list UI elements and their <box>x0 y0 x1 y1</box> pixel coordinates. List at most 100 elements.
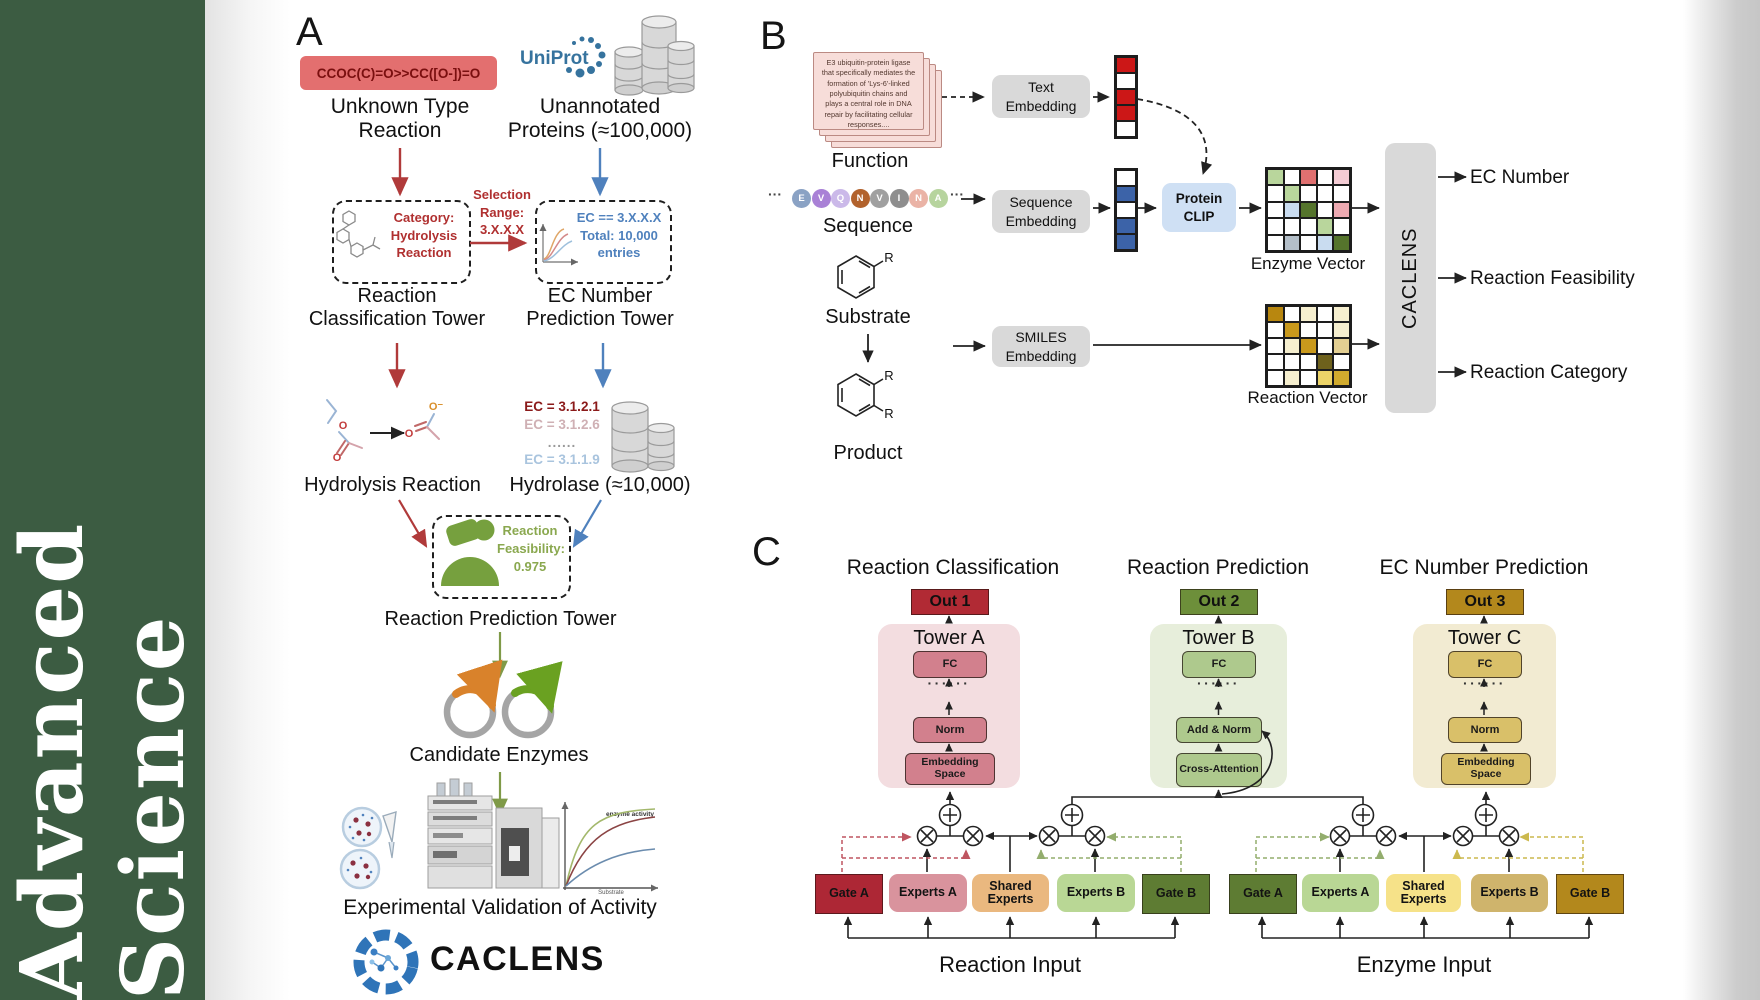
moe-right-gate-b: Gate B <box>1556 874 1624 914</box>
matrix-cell <box>1316 218 1334 235</box>
matrix-cell <box>1333 370 1350 386</box>
matrix-cell <box>1300 169 1317 186</box>
matrix-cell <box>1267 218 1284 235</box>
ec-total-label: EC == 3.X.X.X Total: 10,000 entries <box>576 210 662 261</box>
matrix-cell <box>1333 354 1350 370</box>
mixer-nodes <box>916 803 1520 847</box>
smiles-reaction-box: CCOC(C)=O>>CC([O-])=O <box>300 56 497 90</box>
matrix-cell <box>1283 354 1301 370</box>
matrix-cell <box>1267 169 1284 186</box>
matrix-cell <box>1333 201 1350 219</box>
moe-right-shared-experts: Shared Experts <box>1386 874 1461 912</box>
tower-a-norm: Norm <box>913 717 987 743</box>
header-ec-number-prediction: EC Number Prediction <box>1379 556 1589 579</box>
tower-b: Tower B FC ······ Add & Norm Cross-Atten… <box>1150 624 1287 788</box>
tower-b-cross-attention: Cross-Attention <box>1176 753 1262 787</box>
matrix-cell <box>1116 57 1136 73</box>
tower-b-fc: FC <box>1182 651 1256 678</box>
page-gutter-left <box>205 0 290 1000</box>
matrix-cell <box>1316 370 1334 386</box>
moe-right-experts-a: Experts A <box>1302 874 1379 912</box>
moe-left-shared-experts: Shared Experts <box>972 874 1049 912</box>
matrix-cell <box>1267 185 1284 202</box>
tower-a-embedding-space: Embedding Space <box>905 753 995 785</box>
tower-b-dots: ······ <box>1197 675 1240 691</box>
output-ec-number: EC Number <box>1470 167 1570 188</box>
selection-range-label: Selection Range: 3.X.X.X <box>473 187 531 238</box>
candidate-enzymes-label: Candidate Enzymes <box>409 744 589 766</box>
matrix-cell <box>1116 170 1136 186</box>
residue-circle: N <box>850 189 870 208</box>
matrix-cell <box>1333 322 1350 338</box>
tower-c: Tower C FC ······ Norm Embedding Space <box>1413 624 1556 788</box>
matrix-cell <box>1300 306 1317 322</box>
matrix-cell <box>1116 105 1136 121</box>
tower-c-embedding-space: Embedding Space <box>1441 753 1531 785</box>
residue-circle: I <box>889 189 909 208</box>
caclens-logo-icon <box>353 929 419 995</box>
panel-c-label: C <box>752 530 781 574</box>
matrix-cell <box>1283 201 1301 219</box>
unknown-reaction-label: Unknown Type Reaction <box>330 95 470 142</box>
reaction-vector-matrix <box>1265 304 1352 388</box>
protein-clip-box: Protein CLIP <box>1162 183 1236 232</box>
residue-circle: Q <box>831 189 850 208</box>
text-embedding-box: Text Embedding <box>992 75 1090 118</box>
matrix-cell <box>1267 370 1284 386</box>
protein-database-icon <box>614 15 695 96</box>
moe-left-experts-b: Experts B <box>1057 874 1135 912</box>
smiles-embedding-box: SMILES Embedding <box>992 326 1090 367</box>
sequence-embedding-box: Sequence Embedding <box>992 190 1090 233</box>
matrix-cell <box>1116 202 1136 218</box>
panel-b-label: B <box>760 14 787 58</box>
matrix-cell <box>1300 185 1317 202</box>
function-card-front: E3 ubiquitin-protein ligase that specifi… <box>813 52 924 130</box>
hydrolysis-reaction-label: Hydrolysis Reaction <box>304 474 481 496</box>
matrix-cell <box>1316 169 1334 186</box>
product-r1-label: R <box>884 368 894 383</box>
residue-circle: V <box>811 189 831 208</box>
substrate-label: Substrate <box>825 306 911 328</box>
plot-ylabel: Rate of reaction <box>550 821 557 861</box>
unannotated-proteins-label: Unannotated Proteins (≈100,000) <box>507 95 693 142</box>
moe-right-experts-b: Experts B <box>1471 874 1548 912</box>
atom-o-ester: O <box>338 420 348 432</box>
residue-circle: A <box>928 189 948 208</box>
matrix-cell <box>1316 185 1334 202</box>
moe-left-experts-a: Experts A <box>889 874 967 912</box>
product-structure <box>837 373 884 417</box>
substrate-structure <box>837 255 884 299</box>
matrix-cell <box>1316 201 1334 219</box>
atom-o-carbonyl: O <box>332 452 342 464</box>
feasibility-score-label: Reaction Feasibility: 0.975 <box>497 523 565 575</box>
enzyme-input-label: Enzyme Input <box>1356 952 1492 977</box>
matrix-cell <box>1267 354 1284 370</box>
matrix-cell <box>1300 354 1317 370</box>
sample-droplet-icons <box>339 806 397 890</box>
substrate-r-label: R <box>884 250 894 265</box>
matrix-cell <box>1116 89 1136 105</box>
text-embedding-vector <box>1114 55 1138 139</box>
reaction-vector-label: Reaction Vector <box>1247 388 1368 407</box>
ec-number-tower-label: EC Number Prediction Tower <box>526 285 674 330</box>
moe-right-gate-a: Gate A <box>1229 874 1297 914</box>
out3-box: Out 3 <box>1446 589 1524 615</box>
product-r2-label: R <box>884 406 894 421</box>
matrix-cell <box>1300 338 1317 354</box>
output-reaction-category: Reaction Category <box>1470 362 1628 383</box>
plot-annotation: enzyme activity <box>605 811 655 818</box>
residue-circle: V <box>870 189 889 208</box>
caclens-module-bar: CACLENS <box>1385 143 1436 413</box>
matrix-cell <box>1267 306 1284 322</box>
journal-title: Advanced Science <box>1 521 204 1000</box>
matrix-cell <box>1267 201 1284 219</box>
matrix-cell <box>1116 218 1136 234</box>
matrix-cell <box>1116 186 1136 202</box>
matrix-cell <box>1267 322 1284 338</box>
hydrolase-label: Hydrolase (≈10,000) <box>509 474 691 496</box>
matrix-cell <box>1283 322 1301 338</box>
matrix-cell <box>1300 370 1317 386</box>
tower-b-add-norm: Add & Norm <box>1176 717 1262 743</box>
hydrolase-database-icon <box>611 401 675 473</box>
